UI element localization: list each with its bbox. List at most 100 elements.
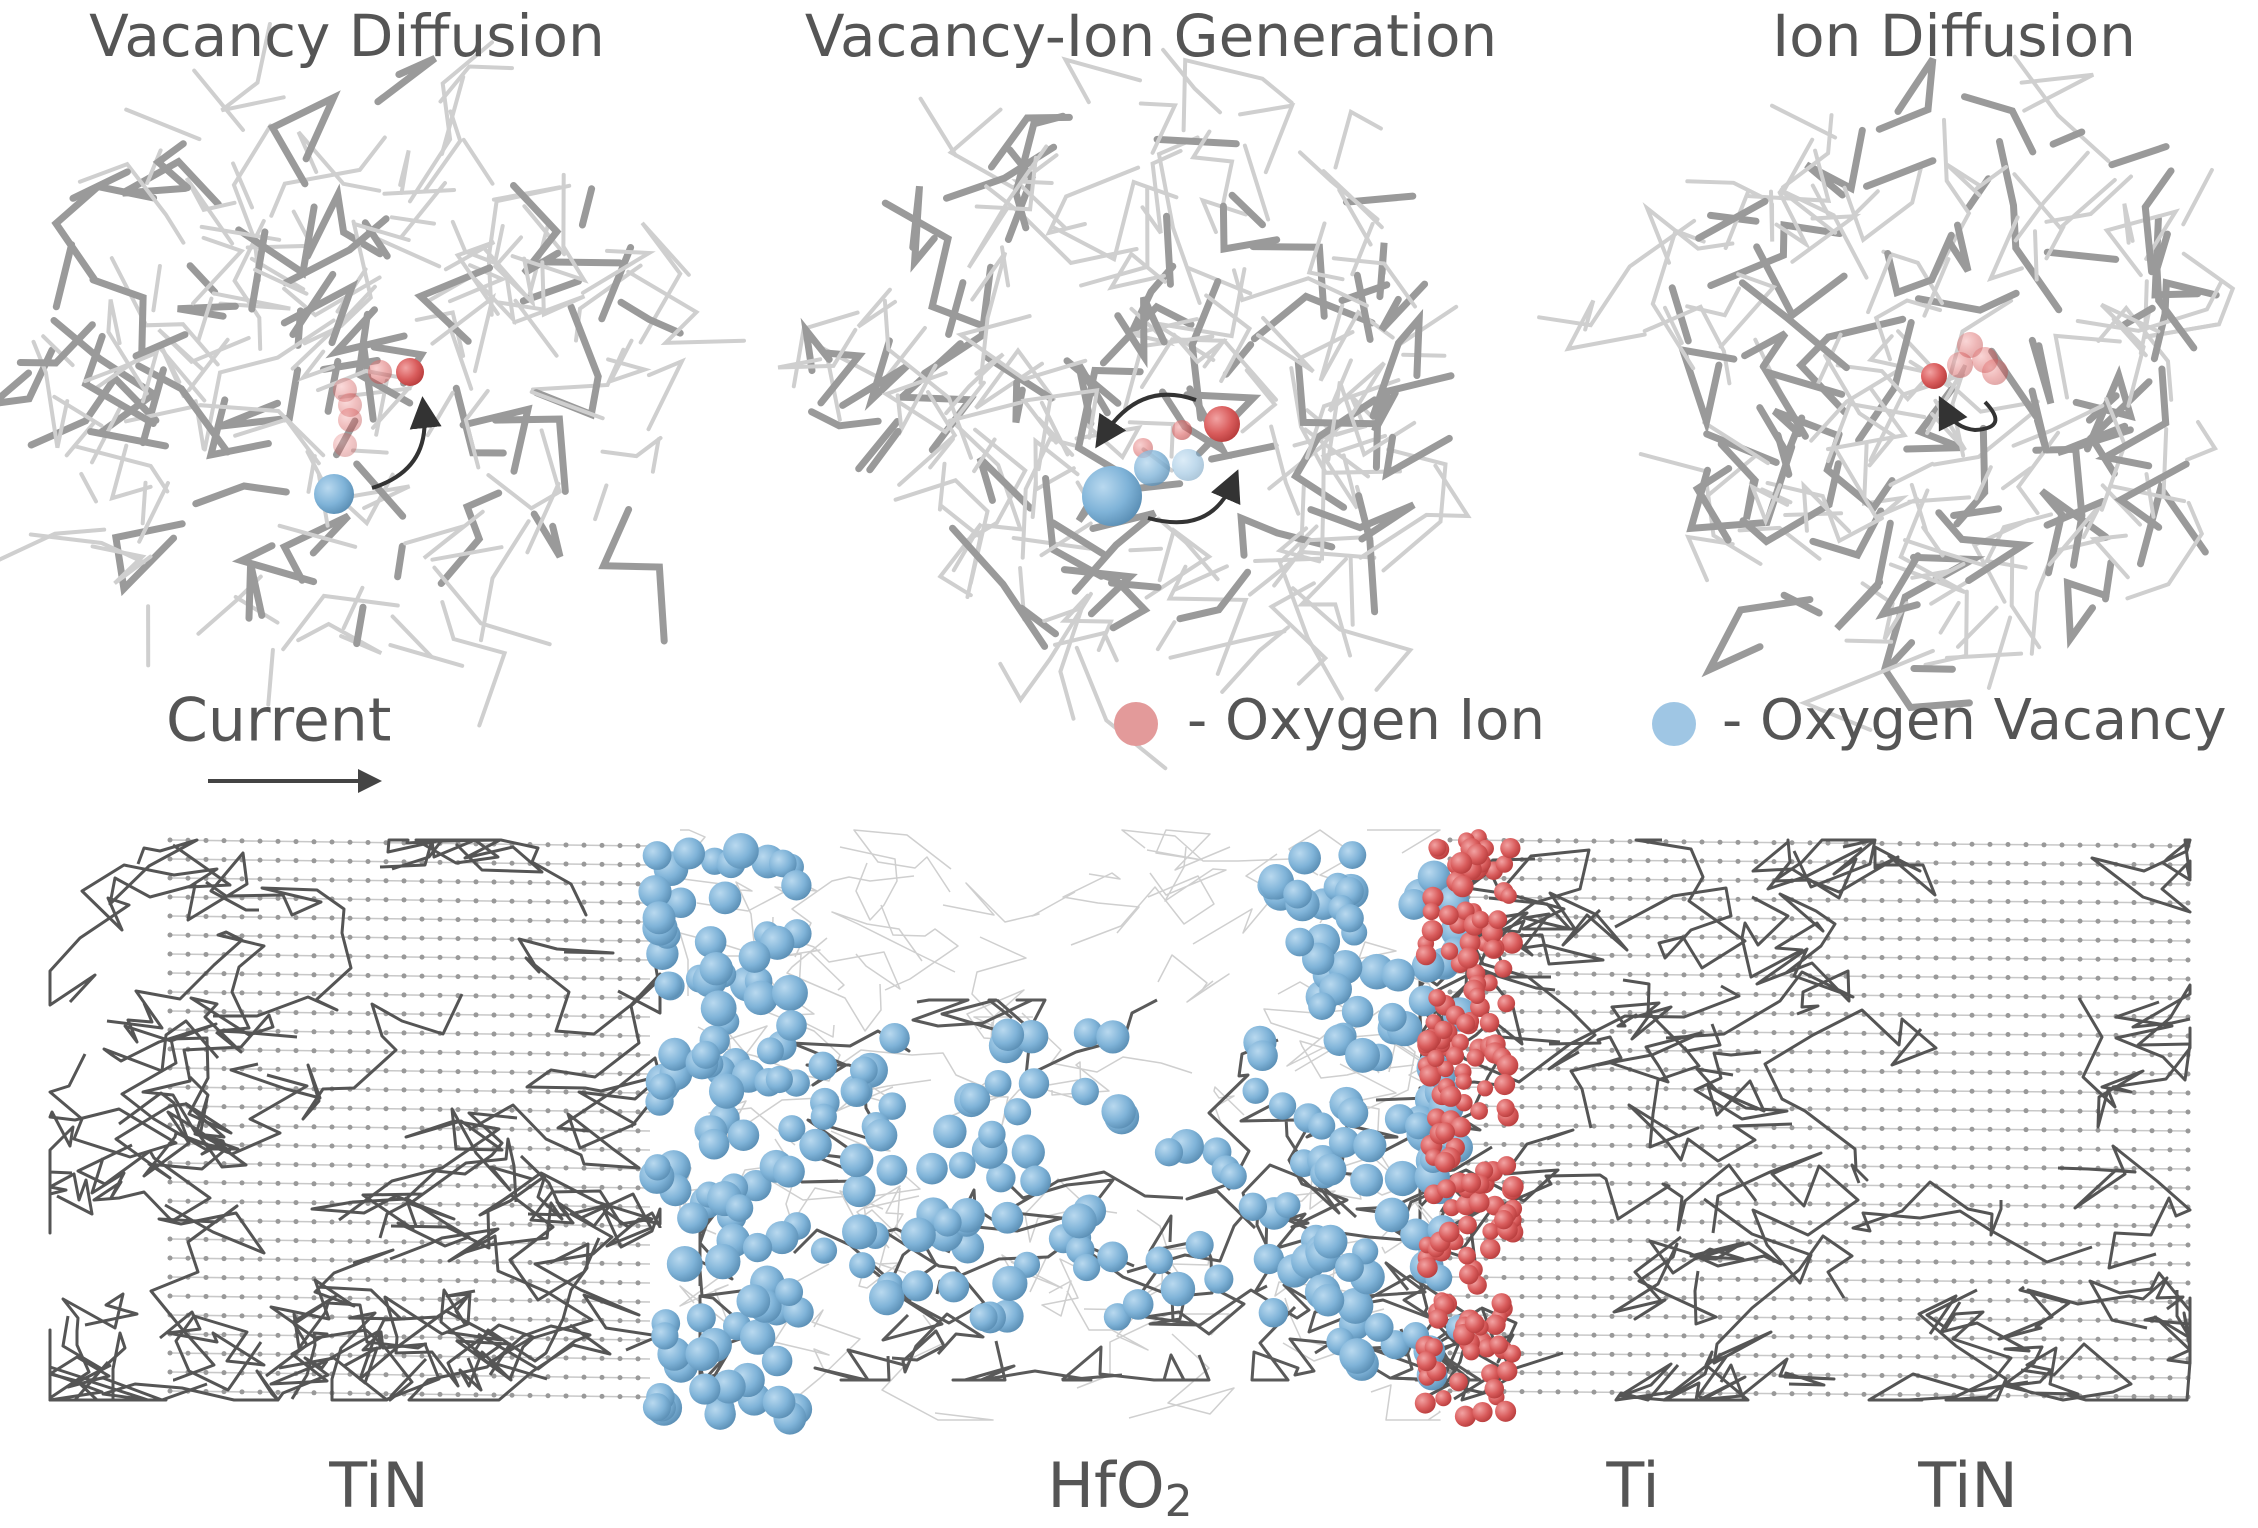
lattice-atom (2131, 995, 2137, 1001)
lattice-atom (1699, 839, 1705, 845)
lattice-atom (455, 1259, 461, 1265)
bond (2108, 143, 2170, 169)
bond (944, 352, 1005, 416)
lattice-atom (473, 879, 479, 885)
lattice-atom (1609, 1047, 1615, 1053)
lattice-atom (1987, 1259, 1993, 1265)
lattice-atom (419, 1163, 425, 1169)
mesh (1703, 1151, 1860, 1285)
mesh (1997, 1276, 2185, 1341)
lattice-atom (221, 1313, 227, 1319)
lattice-atom (1933, 1278, 1939, 1284)
lattice-atom (1555, 1028, 1561, 1034)
lattice-atom (1807, 1049, 1813, 1055)
lattice-atom (1645, 1371, 1651, 1377)
lattice-atom (1483, 894, 1489, 900)
lattice-atom (1897, 993, 1903, 999)
lattice-atom (1483, 1141, 1489, 1147)
lattice-atom (1861, 1277, 1867, 1283)
lattice-atom (473, 898, 479, 904)
lattice-atom (1987, 1202, 1993, 1208)
mesh (1665, 947, 1855, 1040)
lattice-atom (455, 1126, 461, 1132)
atom (1341, 995, 1374, 1028)
lattice-atom (347, 1067, 353, 1073)
lattice-atom (1951, 1107, 1957, 1113)
lattice-atom (293, 991, 299, 997)
lattice-atom (2005, 1184, 2011, 1190)
lattice-atom (167, 970, 173, 976)
lattice-row (1449, 1314, 2191, 1322)
lattice-atom (2059, 1203, 2065, 1209)
lattice-atom (1843, 1239, 1849, 1245)
bond (27, 372, 160, 449)
atom (842, 1214, 878, 1250)
bond (1564, 299, 1647, 352)
bond (1739, 460, 1842, 546)
lattice-atom (1969, 879, 1975, 885)
lattice-atom (473, 1107, 479, 1113)
lattice-atom (1789, 1106, 1795, 1112)
lattice-atom (2077, 1146, 2083, 1152)
atom (1503, 1344, 1522, 1363)
lattice-atom (1555, 1370, 1561, 1376)
lattice-atom (1555, 838, 1561, 844)
lattice-atom (545, 1279, 551, 1285)
lattice-atom (2005, 994, 2011, 1000)
lattice-atom (1933, 1088, 1939, 1094)
lattice-atom (167, 856, 173, 862)
lattice-atom (2113, 1070, 2119, 1076)
lattice-atom (563, 1165, 569, 1171)
lattice-row (1449, 858, 2191, 866)
lattice-atom (2185, 1280, 2191, 1286)
lattice-atom (1933, 955, 1939, 961)
bond (1394, 304, 1459, 349)
bond (2114, 460, 2190, 531)
lattice-atom (509, 860, 515, 866)
lattice-atom (1897, 1240, 1903, 1246)
lattice-atom (473, 1221, 479, 1227)
bond (972, 437, 997, 474)
lattice-atom (1627, 1256, 1633, 1262)
mesh (1772, 838, 1937, 897)
lattice-atom (275, 971, 281, 977)
lattice-atom (1735, 839, 1741, 845)
atom (1428, 1309, 1449, 1329)
lattice-atom (1717, 1333, 1723, 1339)
lattice-atom (1663, 991, 1669, 997)
mesh (1370, 1384, 1441, 1421)
lattice-atom (1681, 1295, 1687, 1301)
lattice-atom (1591, 933, 1597, 939)
lattice-atom (1555, 990, 1561, 996)
lattice-atom (2023, 1393, 2029, 1399)
lattice-atom (311, 915, 317, 921)
lattice-atom (1735, 1352, 1741, 1358)
lattice-atom (167, 1255, 173, 1261)
bond (302, 219, 374, 346)
bond (1826, 387, 1908, 452)
lattice-atom (1537, 1313, 1543, 1319)
lattice-atom (1663, 839, 1669, 845)
mesh (458, 1242, 590, 1392)
lattice-atom (1951, 936, 1957, 942)
atom (1494, 1073, 1516, 1096)
lattice-atom (1717, 839, 1723, 845)
lattice-atom (437, 973, 443, 979)
lattice-atom (1717, 877, 1723, 883)
lattice-atom (1789, 1182, 1795, 1188)
lattice-atom (2185, 1090, 2191, 1096)
lattice-atom (2077, 1127, 2083, 1133)
lattice-atom (581, 899, 587, 905)
lattice-atom (1591, 1047, 1597, 1053)
bond (1650, 228, 1706, 371)
lattice-atom (2131, 1147, 2137, 1153)
lattice-atom (1879, 936, 1885, 942)
lattice-atom (2149, 1071, 2155, 1077)
bond (1304, 378, 1401, 460)
lattice-atom (437, 1106, 443, 1112)
bond (1061, 56, 1142, 105)
lattice-atom (599, 956, 605, 962)
lattice-atom (545, 1051, 551, 1057)
atom (1384, 1160, 1421, 1197)
lattice-atom (401, 1068, 407, 1074)
